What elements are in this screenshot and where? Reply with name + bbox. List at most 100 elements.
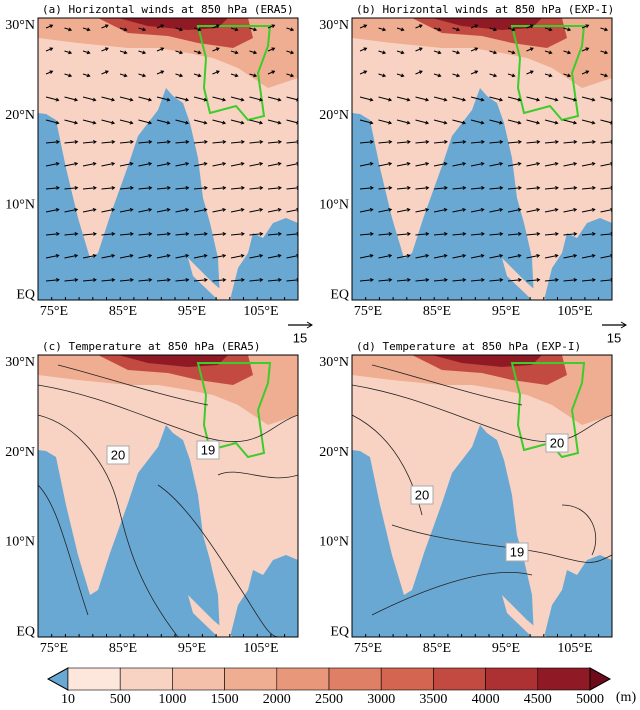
arrow-head (278, 231, 282, 236)
arrow-head (241, 277, 245, 282)
arrow-head (573, 231, 578, 236)
wind-arrow (212, 70, 220, 75)
wind-arrow (249, 254, 263, 259)
lon-label: 85°E (423, 641, 451, 656)
wind-arrow (175, 141, 189, 144)
arrow-head (278, 277, 282, 282)
arrow-head (93, 231, 97, 236)
wind-arrow (433, 119, 447, 124)
arrow-head (253, 27, 258, 32)
wind-arrow (119, 119, 133, 124)
arrow-head (444, 185, 448, 190)
wind-arrow (396, 162, 410, 167)
wind-arrow (396, 50, 404, 54)
sumatra (502, 258, 547, 300)
wind-arrow (452, 254, 466, 259)
lat-label: EQ (16, 287, 35, 302)
arrow-head (400, 50, 405, 55)
arrow-head (197, 27, 202, 32)
wind-arrow (526, 70, 534, 75)
wind-arrow (249, 73, 257, 77)
arrow-head (499, 253, 504, 258)
border (510, 362, 586, 459)
wind-arrow (175, 27, 183, 31)
wind-arrow (119, 162, 133, 167)
wind-arrow (212, 96, 226, 101)
arrow-head (370, 231, 374, 236)
wind-arrow (286, 209, 298, 213)
border (196, 362, 272, 459)
wind-arrow (544, 27, 552, 31)
wind-arrow (378, 233, 392, 236)
wind-arrow (452, 233, 466, 236)
arrow-head (241, 139, 245, 144)
arrow-head (388, 161, 393, 166)
arrow-head (573, 120, 578, 125)
arrow-head (290, 27, 295, 32)
wind-arrow (45, 254, 59, 259)
wind-arrow (82, 27, 90, 31)
arrow-head (443, 120, 448, 125)
wind-arrow (64, 96, 78, 101)
wind-arrow (600, 141, 612, 144)
sri-lanka (90, 560, 102, 580)
wind-arrow (526, 233, 540, 236)
wind-arrow (267, 70, 275, 75)
arrow-head (148, 231, 153, 236)
arrow-head (382, 73, 387, 78)
arrow-head (481, 139, 485, 144)
arrow-head (567, 27, 572, 32)
arrow-head (518, 231, 522, 236)
wind-arrow (507, 27, 515, 31)
arrow-head (370, 139, 374, 144)
contour (157, 484, 279, 637)
wind-arrow (156, 187, 170, 190)
wind-arrow (563, 50, 571, 54)
arrow-head (55, 207, 60, 212)
wind-arrow (193, 119, 207, 124)
arrow-head (480, 253, 485, 258)
wind-arrow (212, 254, 226, 259)
wind-arrow (396, 187, 410, 190)
arrow-head (111, 231, 116, 236)
wind-arrow (433, 279, 447, 282)
arrow-head (418, 24, 423, 28)
arrow-head (604, 50, 609, 55)
arrow-head (499, 139, 504, 144)
land (352, 18, 612, 300)
wind-arrow (249, 162, 263, 167)
wind-arrow (267, 162, 281, 167)
wind-arrow (563, 187, 577, 190)
wind-arrow (489, 50, 497, 54)
sumatra (188, 595, 233, 637)
wind-arrow (452, 27, 460, 31)
colorbar-tick: 4500 (524, 692, 552, 705)
wind-arrow (156, 119, 170, 124)
wind-arrow (82, 279, 96, 282)
ref-vector-label: 15 (607, 330, 621, 345)
arrow-head (56, 185, 60, 190)
arrow-head (123, 27, 128, 32)
arrow-head (93, 185, 97, 190)
wind-arrow (101, 119, 115, 124)
wind-arrow (563, 233, 577, 236)
wind-arrow (544, 254, 558, 259)
arrow-head (167, 185, 171, 190)
wind-arrow (212, 233, 226, 236)
arrow-head (585, 70, 590, 74)
arrow-head (499, 120, 504, 125)
wind-arrow (82, 141, 96, 144)
arrow-head (548, 73, 553, 78)
wind-arrow (82, 162, 96, 167)
colorbar-cell (119, 667, 173, 691)
arrow-head (388, 207, 393, 212)
arrow-head (444, 231, 448, 236)
arrow-head (474, 24, 479, 28)
arrow-head (388, 253, 393, 258)
wind-arrow (175, 73, 183, 77)
lon-label: 105°E (557, 641, 592, 656)
wind-arrow (378, 187, 392, 190)
panel-title: (b) Horizontal winds at 850 hPa (EXP-I) (356, 3, 614, 16)
arrow-head (573, 207, 578, 212)
arrow-head (148, 139, 153, 144)
